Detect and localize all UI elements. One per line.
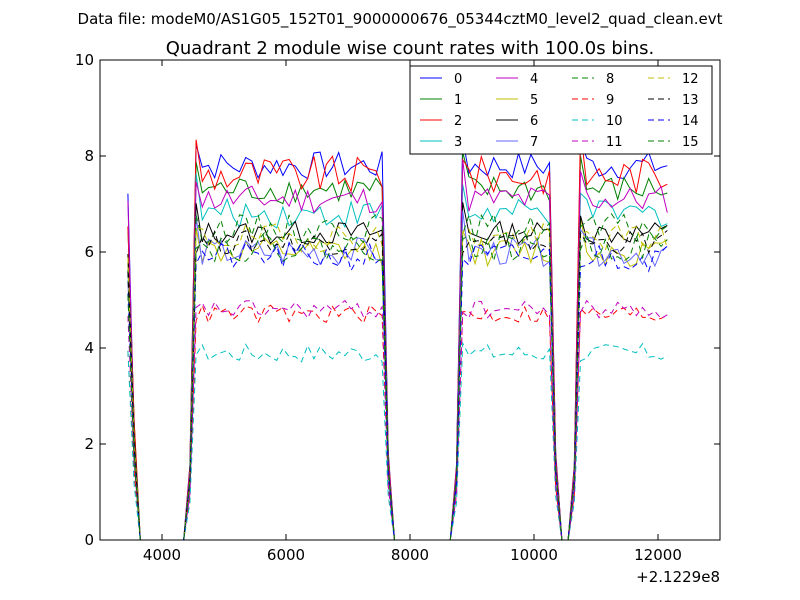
legend-label-0: 0 — [454, 72, 462, 87]
legend-box — [409, 65, 713, 155]
y-tick-label: 8 — [84, 147, 94, 165]
legend-label-6: 6 — [530, 114, 538, 129]
y-tick-label: 0 — [84, 531, 94, 549]
legend-label-15: 15 — [682, 135, 699, 150]
legend-label-9: 9 — [606, 93, 614, 108]
y-tick-label: 10 — [75, 51, 94, 69]
legend-label-11: 11 — [606, 135, 623, 150]
chart-title: Quadrant 2 module wise count rates with … — [166, 38, 655, 59]
y-tick-label: 2 — [84, 435, 94, 453]
legend-label-10: 10 — [606, 114, 623, 129]
series-line-11 — [127, 299, 668, 541]
x-tick-label: 10000 — [510, 546, 558, 564]
legend-label-3: 3 — [454, 135, 462, 150]
x-tick-label: 12000 — [634, 546, 682, 564]
legend-label-2: 2 — [454, 114, 462, 129]
y-tick-label: 4 — [84, 339, 94, 357]
legend-label-14: 14 — [682, 114, 699, 129]
legend-label-12: 12 — [682, 72, 699, 87]
legend-label-8: 8 — [606, 72, 614, 87]
legend-label-4: 4 — [530, 72, 538, 87]
x-tick-label: 4000 — [143, 546, 181, 564]
data-file-label: Data file: modeM0/AS1G05_152T01_90000006… — [78, 10, 723, 29]
x-tick-label: 8000 — [391, 546, 429, 564]
series-line-15 — [127, 232, 668, 541]
x-tick-label: 6000 — [267, 546, 305, 564]
x-offset-label: +2.1229e8 — [636, 568, 720, 586]
legend-label-13: 13 — [682, 93, 699, 108]
legend-label-7: 7 — [530, 135, 538, 150]
legend-label-1: 1 — [454, 93, 462, 108]
y-tick-label: 6 — [84, 243, 94, 261]
legend-label-5: 5 — [530, 93, 538, 108]
